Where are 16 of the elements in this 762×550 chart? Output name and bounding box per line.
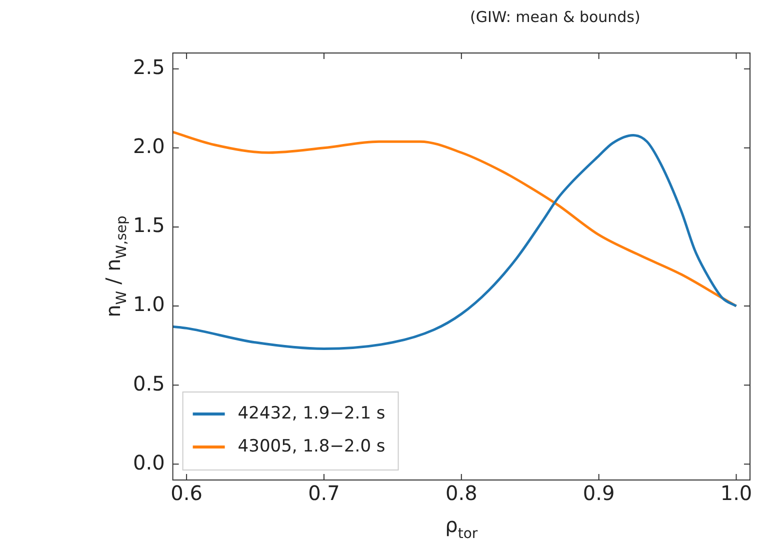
x-tick-label: 0.8 xyxy=(445,481,478,506)
x-tick-label: 0.9 xyxy=(582,481,615,506)
text: (GIW: mean & bounds) xyxy=(470,8,640,26)
y-tick-label: 2.0 xyxy=(132,134,165,158)
y-tick-label: 1.0 xyxy=(132,292,165,316)
line-series xyxy=(172,134,738,350)
y-tick-label: 0.5 xyxy=(132,371,165,396)
x-tick-label: 1.0 xyxy=(720,481,752,506)
x-tick-label: 0.7 xyxy=(308,481,340,506)
x-tick-label: 0.6 xyxy=(170,481,202,506)
y-tick-label: 1.5 xyxy=(132,213,165,238)
y-tick-label: 0.0 xyxy=(132,450,165,474)
y-axis-title: nW / nW,sep xyxy=(101,216,130,318)
y-tick-label: 2.5 xyxy=(132,55,165,80)
legend-label: 42432, 1.9−2.1 s xyxy=(238,403,386,424)
legend-label: 43005, 1.8−2.0 s xyxy=(238,436,386,456)
